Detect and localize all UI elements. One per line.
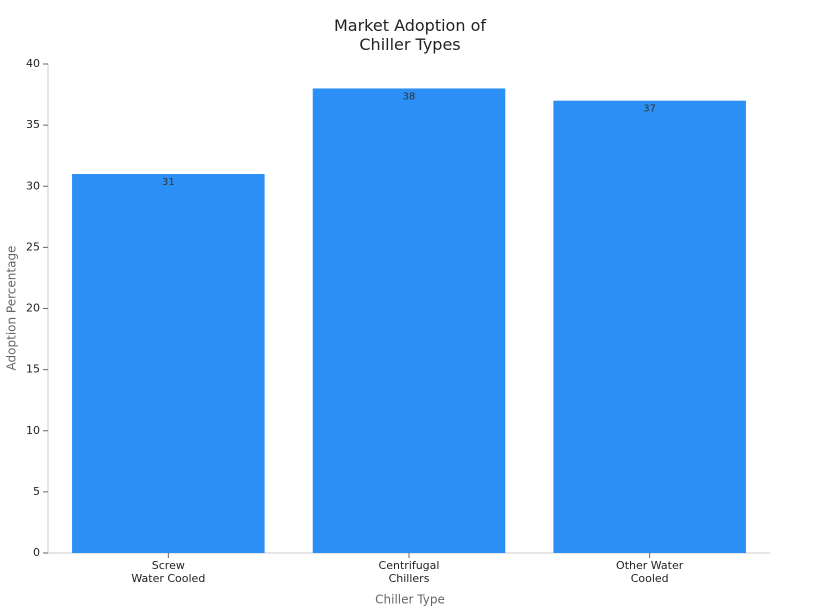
y-tick-label: 35 bbox=[26, 118, 40, 131]
y-tick-label: 30 bbox=[26, 179, 40, 192]
bar bbox=[72, 174, 265, 553]
x-axis-label: Chiller Type bbox=[375, 593, 445, 607]
y-tick-label: 25 bbox=[26, 240, 40, 253]
data-label: 38 bbox=[403, 91, 416, 102]
y-tick-label: 5 bbox=[33, 485, 40, 498]
data-label: 31 bbox=[162, 177, 175, 188]
y-axis-label: Adoption Percentage bbox=[5, 246, 19, 371]
y-tick-label: 40 bbox=[26, 57, 40, 70]
y-tick-label: 0 bbox=[33, 546, 40, 559]
chart-title: Market Adoption of Chiller Types bbox=[334, 16, 486, 54]
y-tick-label: 15 bbox=[26, 363, 40, 376]
x-tick-label: Screw Water Cooled bbox=[131, 559, 205, 585]
bar bbox=[312, 88, 506, 553]
bar bbox=[553, 100, 746, 554]
y-tick-label: 20 bbox=[26, 302, 40, 315]
y-tick-label: 10 bbox=[26, 424, 40, 437]
x-tick-label: Centrifugal Chillers bbox=[379, 559, 440, 585]
x-tick-label: Other Water Cooled bbox=[616, 559, 684, 585]
data-label: 37 bbox=[643, 104, 656, 115]
